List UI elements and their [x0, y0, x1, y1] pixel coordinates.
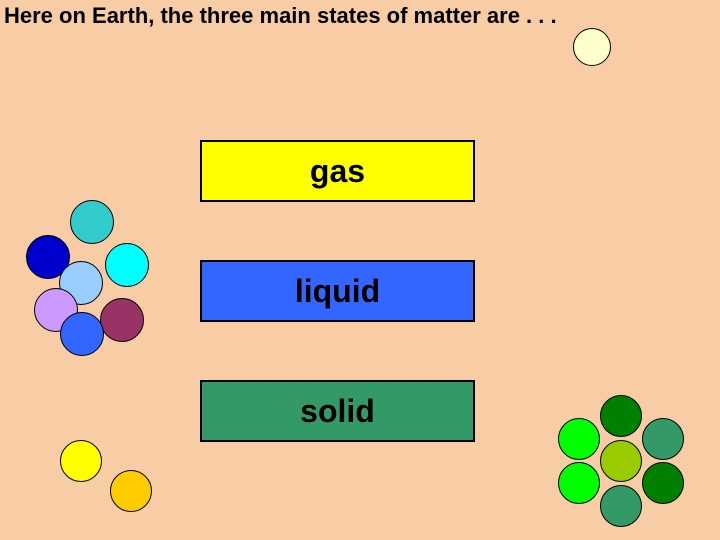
particle-circle — [105, 243, 149, 287]
particle-circle — [558, 418, 600, 460]
particle-circle — [100, 298, 144, 342]
state-box-liquid: liquid — [200, 260, 475, 322]
particle-circle — [600, 485, 642, 527]
state-box-gas: gas — [200, 140, 475, 202]
state-label: liquid — [295, 273, 380, 310]
slide-title: Here on Earth, the three main states of … — [4, 3, 557, 29]
particle-circle — [60, 312, 104, 356]
state-label: solid — [300, 393, 375, 430]
particle-circle — [642, 462, 684, 504]
state-box-solid: solid — [200, 380, 475, 442]
particle-circle — [573, 28, 611, 66]
particle-circle — [60, 440, 102, 482]
particle-circle — [558, 462, 600, 504]
particle-circle — [110, 470, 152, 512]
particle-circle — [642, 418, 684, 460]
particle-circle — [70, 200, 114, 244]
state-label: gas — [310, 153, 365, 190]
particle-circle — [600, 395, 642, 437]
particle-circle — [600, 440, 642, 482]
